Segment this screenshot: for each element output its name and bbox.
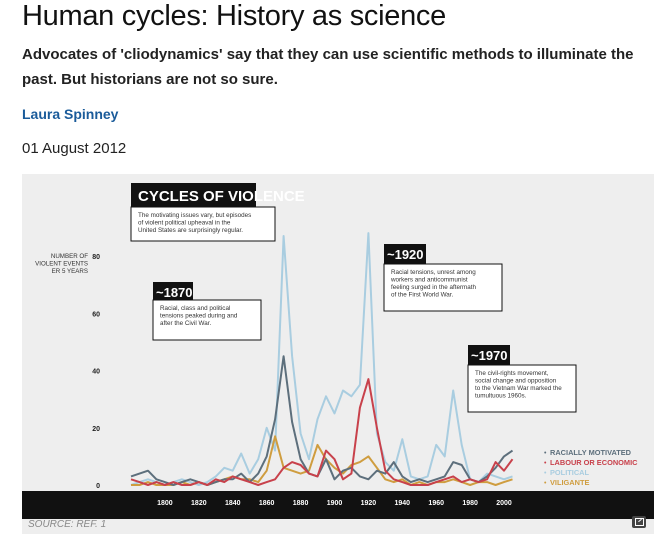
annotation-text-line: tumultuous 1960s.	[475, 393, 527, 400]
chart-title-box	[131, 183, 256, 207]
y-axis-label-line: VIOLENT EVENTS	[35, 261, 88, 268]
chart-title: CYCLES OF VIOLENCE	[138, 188, 305, 205]
annotation-box	[467, 364, 577, 413]
annotation-text-line: social change and opposition	[475, 378, 557, 385]
annotation-text-line: of violent political upheaval in the	[138, 220, 231, 227]
x-tick-label: 1800	[157, 500, 173, 507]
annotation-text-line: tensions peaked during and	[160, 313, 238, 320]
annotation-text-line: The civil-rights movement,	[475, 370, 549, 377]
legend-bullet: •	[544, 460, 547, 467]
article-headline: Human cycles: History as science	[22, 0, 446, 32]
article-standfirst: Advocates of 'cliodynamics' say that the…	[22, 46, 634, 88]
expand-icon[interactable]	[632, 516, 646, 528]
x-tick-label: 1960	[428, 500, 444, 507]
annotation-text-line: to the Vietnam War marked the	[475, 385, 562, 392]
annotation-year-label: ~1870	[156, 285, 193, 300]
annotation-text-line: after the Civil War.	[160, 320, 211, 327]
y-tick-label: 0	[96, 483, 100, 490]
annotation-year-box	[384, 244, 426, 264]
y-axis-label-line: ER 5 YEARS	[52, 268, 88, 275]
annotation-text: The civil-rights movement,social change …	[475, 370, 562, 400]
annotation-text-line: workers and anticommunist	[390, 277, 468, 284]
x-tick-label: 1840	[225, 500, 241, 507]
figure-source: SOURCE: REF. 1	[28, 519, 107, 530]
x-tick-label: 1880	[293, 500, 309, 507]
annotation-text-line: feeling surged in the aftermath	[391, 284, 477, 291]
x-axis-band	[22, 491, 654, 519]
x-tick-label: 1860	[259, 500, 275, 507]
publish-date: 01 August 2012	[22, 140, 127, 157]
annotation-text-line: of the First World War.	[391, 292, 454, 299]
y-tick-label: 60	[92, 311, 100, 318]
annotation-box	[383, 263, 503, 312]
legend-bullet: •	[544, 480, 547, 487]
author-link[interactable]: Laura Spinney	[22, 106, 119, 122]
y-tick-label: 40	[92, 369, 100, 376]
annotation-text-line: Racial, class and political	[160, 305, 230, 312]
y-tick-label: 80	[92, 254, 100, 261]
annotation-text-line: United States are surprisingly regular.	[138, 227, 243, 234]
legend-label-racially_motivated: RACIALLY MOTIVATED	[550, 448, 632, 457]
legend-bullet: •	[544, 470, 547, 477]
legend-bullet: •	[544, 450, 547, 457]
x-tick-label: 1900	[327, 500, 343, 507]
x-tick-label: 1820	[191, 500, 207, 507]
annotation-year-box	[153, 282, 193, 302]
x-tick-label: 1940	[395, 500, 411, 507]
annotation-text-line: Racial tensions, unrest among	[391, 269, 476, 276]
series-line-labour_or_economic	[130, 378, 514, 486]
legend-label-labour_or_economic: LABOUR OR ECONOMIC	[550, 458, 638, 467]
x-tick-label: 1980	[462, 500, 478, 507]
y-axis-label-line: NUMBER OF	[51, 253, 88, 260]
series-line-racially_motivated	[130, 355, 514, 486]
annotation-year-label: ~1920	[387, 247, 424, 262]
legend-label-vigilante: VILIGANTE	[550, 478, 589, 487]
chart-figure: 0 20 40 60 80 NUMBER OF VIOLENT EVENTS ER 5 YE…	[22, 174, 654, 534]
chart-subtitle: The motivating issues vary, but episodes…	[138, 212, 251, 234]
legend-label-political: POLITICAL	[550, 468, 589, 477]
annotation-text-line: The motivating issues vary, but episodes	[138, 212, 251, 219]
annotation-year-box	[468, 345, 510, 365]
annotation-year-label: ~1970	[471, 348, 508, 363]
x-tick-label: 2000	[496, 500, 512, 507]
y-tick-label: 20	[92, 426, 100, 433]
annotation-box	[152, 299, 262, 341]
chart-subtitle-box	[130, 206, 276, 242]
x-tick-label: 1920	[361, 500, 377, 507]
